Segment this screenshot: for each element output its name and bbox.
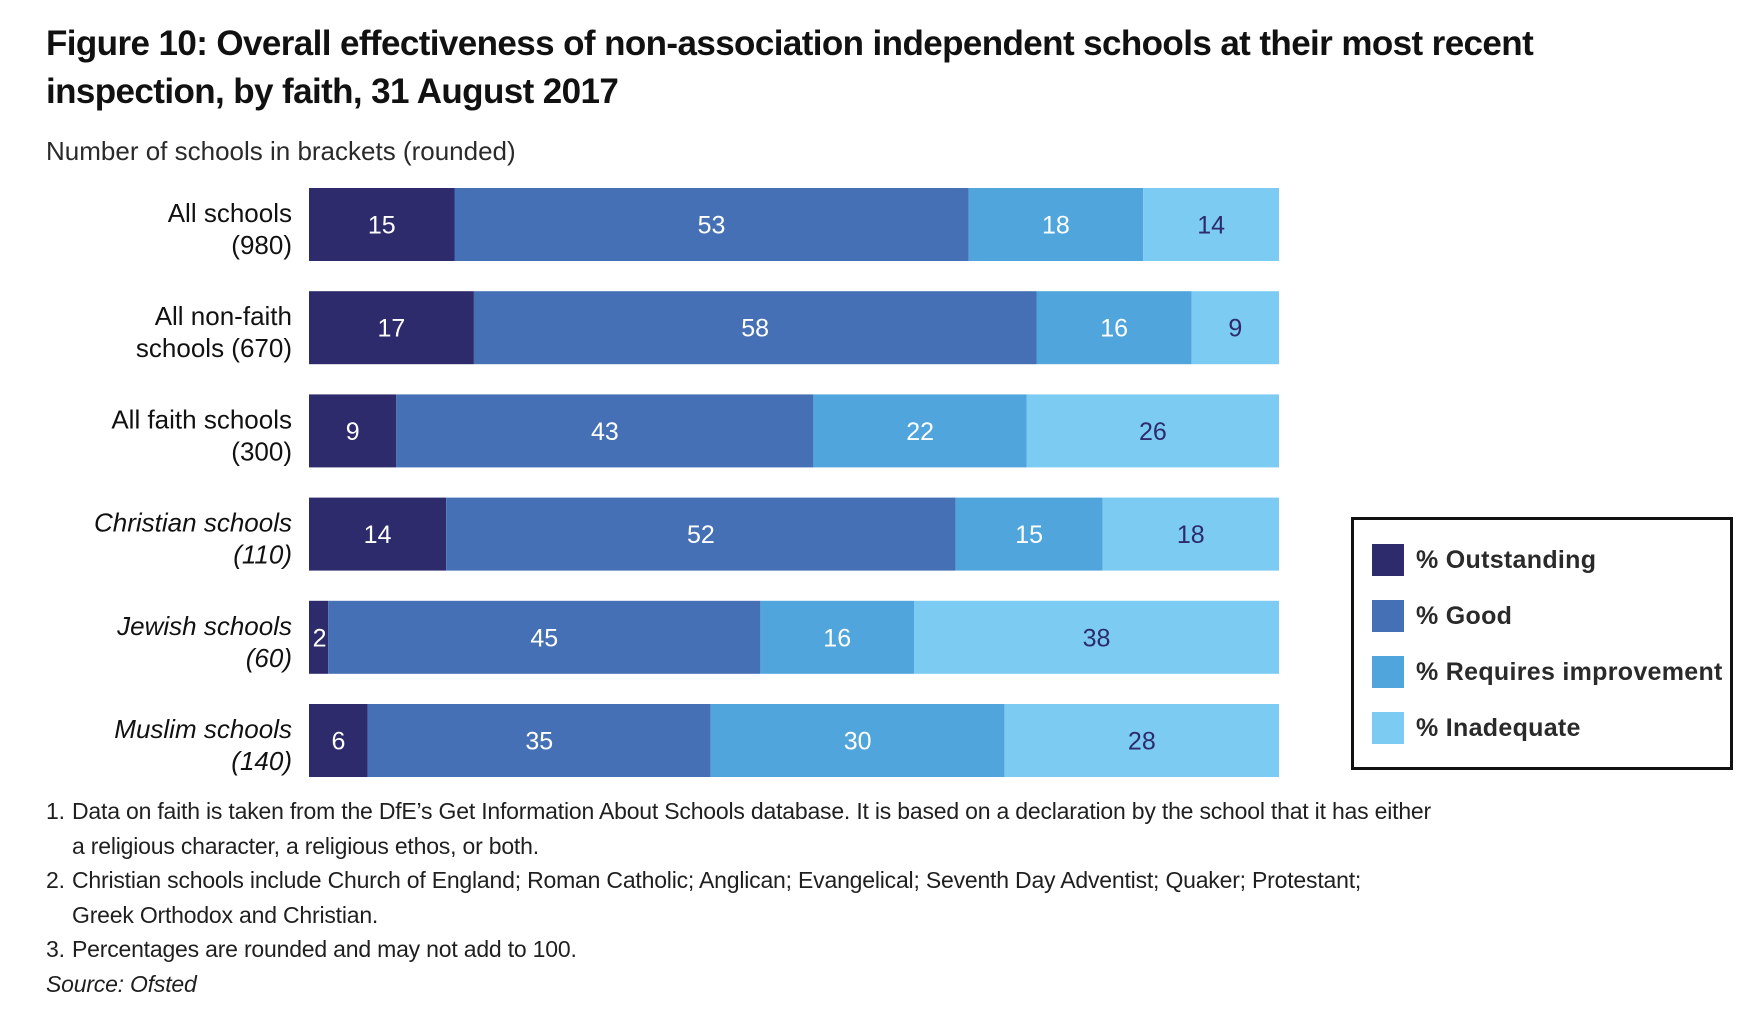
bar-segment [710,704,1005,777]
bar-segment [309,600,329,674]
bar-segment [1191,291,1279,365]
data-label: 17 [378,315,406,343]
data-label: 9 [346,418,360,446]
category-label-line1: Christian schools [94,508,292,538]
bar-segment [446,497,956,571]
footnote: 2. Christian schools include Church of En… [46,863,1431,932]
data-label: 53 [698,212,726,240]
bar-segment [309,497,447,571]
legend-label: % Good [1416,601,1513,630]
bar-segment [328,600,761,674]
data-label: 15 [1015,521,1043,549]
data-label: 6 [331,728,345,756]
category-label-line1: Jewish schools [116,611,292,641]
category-label-line1: Muslim schools [114,714,292,744]
data-label: 14 [364,521,392,549]
data-label: 9 [1228,315,1242,343]
data-label: 26 [1139,418,1167,446]
legend-item: % Outstanding [1372,544,1596,576]
data-label: 22 [906,418,934,446]
legend-swatch [1372,600,1404,632]
data-label: 28 [1128,728,1156,756]
legend-label: % Requires improvement [1416,657,1723,686]
footnote-number: 3. [46,936,65,962]
footnotes: 1. Data on faith is taken from the DfE’s … [46,794,1431,1001]
bar-segment [813,394,1027,468]
legend: % Outstanding % Good % Requires improvemen… [1351,517,1733,770]
data-label: 30 [844,728,872,756]
legend-swatch [1372,656,1404,688]
category-label-line2: (300) [231,436,292,466]
bar-segment [396,394,814,468]
legend-label: % Inadequate [1416,713,1581,742]
category-label-line1: All non-faith [155,301,292,331]
data-label: 45 [530,624,558,652]
bar-segment [309,291,474,365]
category-label-line1: All schools [168,198,292,228]
data-label: 43 [591,418,619,446]
legend-label: % Outstanding [1416,545,1597,574]
data-label: 2 [313,624,327,652]
footnote-text: Data on faith is taken from the DfE’s Ge… [72,798,1431,859]
bar-segment [968,188,1144,261]
bar-segment [473,291,1037,365]
data-label: 38 [1083,624,1111,652]
data-label: 14 [1197,212,1225,240]
bar-segment [1004,704,1279,777]
data-label: 58 [741,315,769,343]
category-label-line2: (110) [233,540,292,570]
bar-segment [1102,497,1279,571]
bar-segment [1143,188,1279,261]
source-note: Source: Ofsted [46,970,197,997]
footnote-number: 1. [46,798,65,824]
legend-swatch [1372,544,1404,576]
bar-segment [309,394,397,468]
category-label-line2: (60) [246,643,292,673]
footnote: 3. Percentages are rounded and may not ad… [46,932,1431,967]
chart-subtitle: Number of schools in brackets (rounded) [46,136,516,166]
bar-segment [914,600,1279,674]
legend-item: % Requires improvement [1372,656,1723,688]
bar-segment [1026,394,1279,468]
legend-item: % Inadequate [1372,712,1581,744]
footnote-text: Christian schools include Church of Engl… [72,867,1362,928]
chart-title: Figure 10: Overall effectiveness of non-… [46,24,1534,111]
bar-segment [309,188,455,261]
bar-segment [367,704,711,777]
data-label: 35 [525,728,553,756]
data-label: 16 [823,624,851,652]
category-label-line2: (140) [231,746,292,776]
bar-segment [454,188,969,261]
footnote: 1. Data on faith is taken from the DfE’s … [46,794,1431,863]
category-label-line2: (980) [231,230,292,260]
bar-segment [955,497,1103,571]
bar-segment [309,704,368,777]
legend-item: % Good [1372,600,1512,632]
data-label: 16 [1100,315,1128,343]
bar-segment [760,600,915,674]
data-label: 18 [1177,521,1205,549]
footnote-text: Percentages are rounded and may not add … [72,936,577,962]
category-label-line1: All faith schools [111,404,292,434]
category-label-line2: schools (670) [136,333,292,363]
data-label: 15 [368,212,396,240]
bar-segment [1036,291,1192,365]
data-label: 52 [687,521,715,549]
data-label: 18 [1042,212,1070,240]
legend-swatch [1372,712,1404,744]
footnote-number: 2. [46,867,65,893]
